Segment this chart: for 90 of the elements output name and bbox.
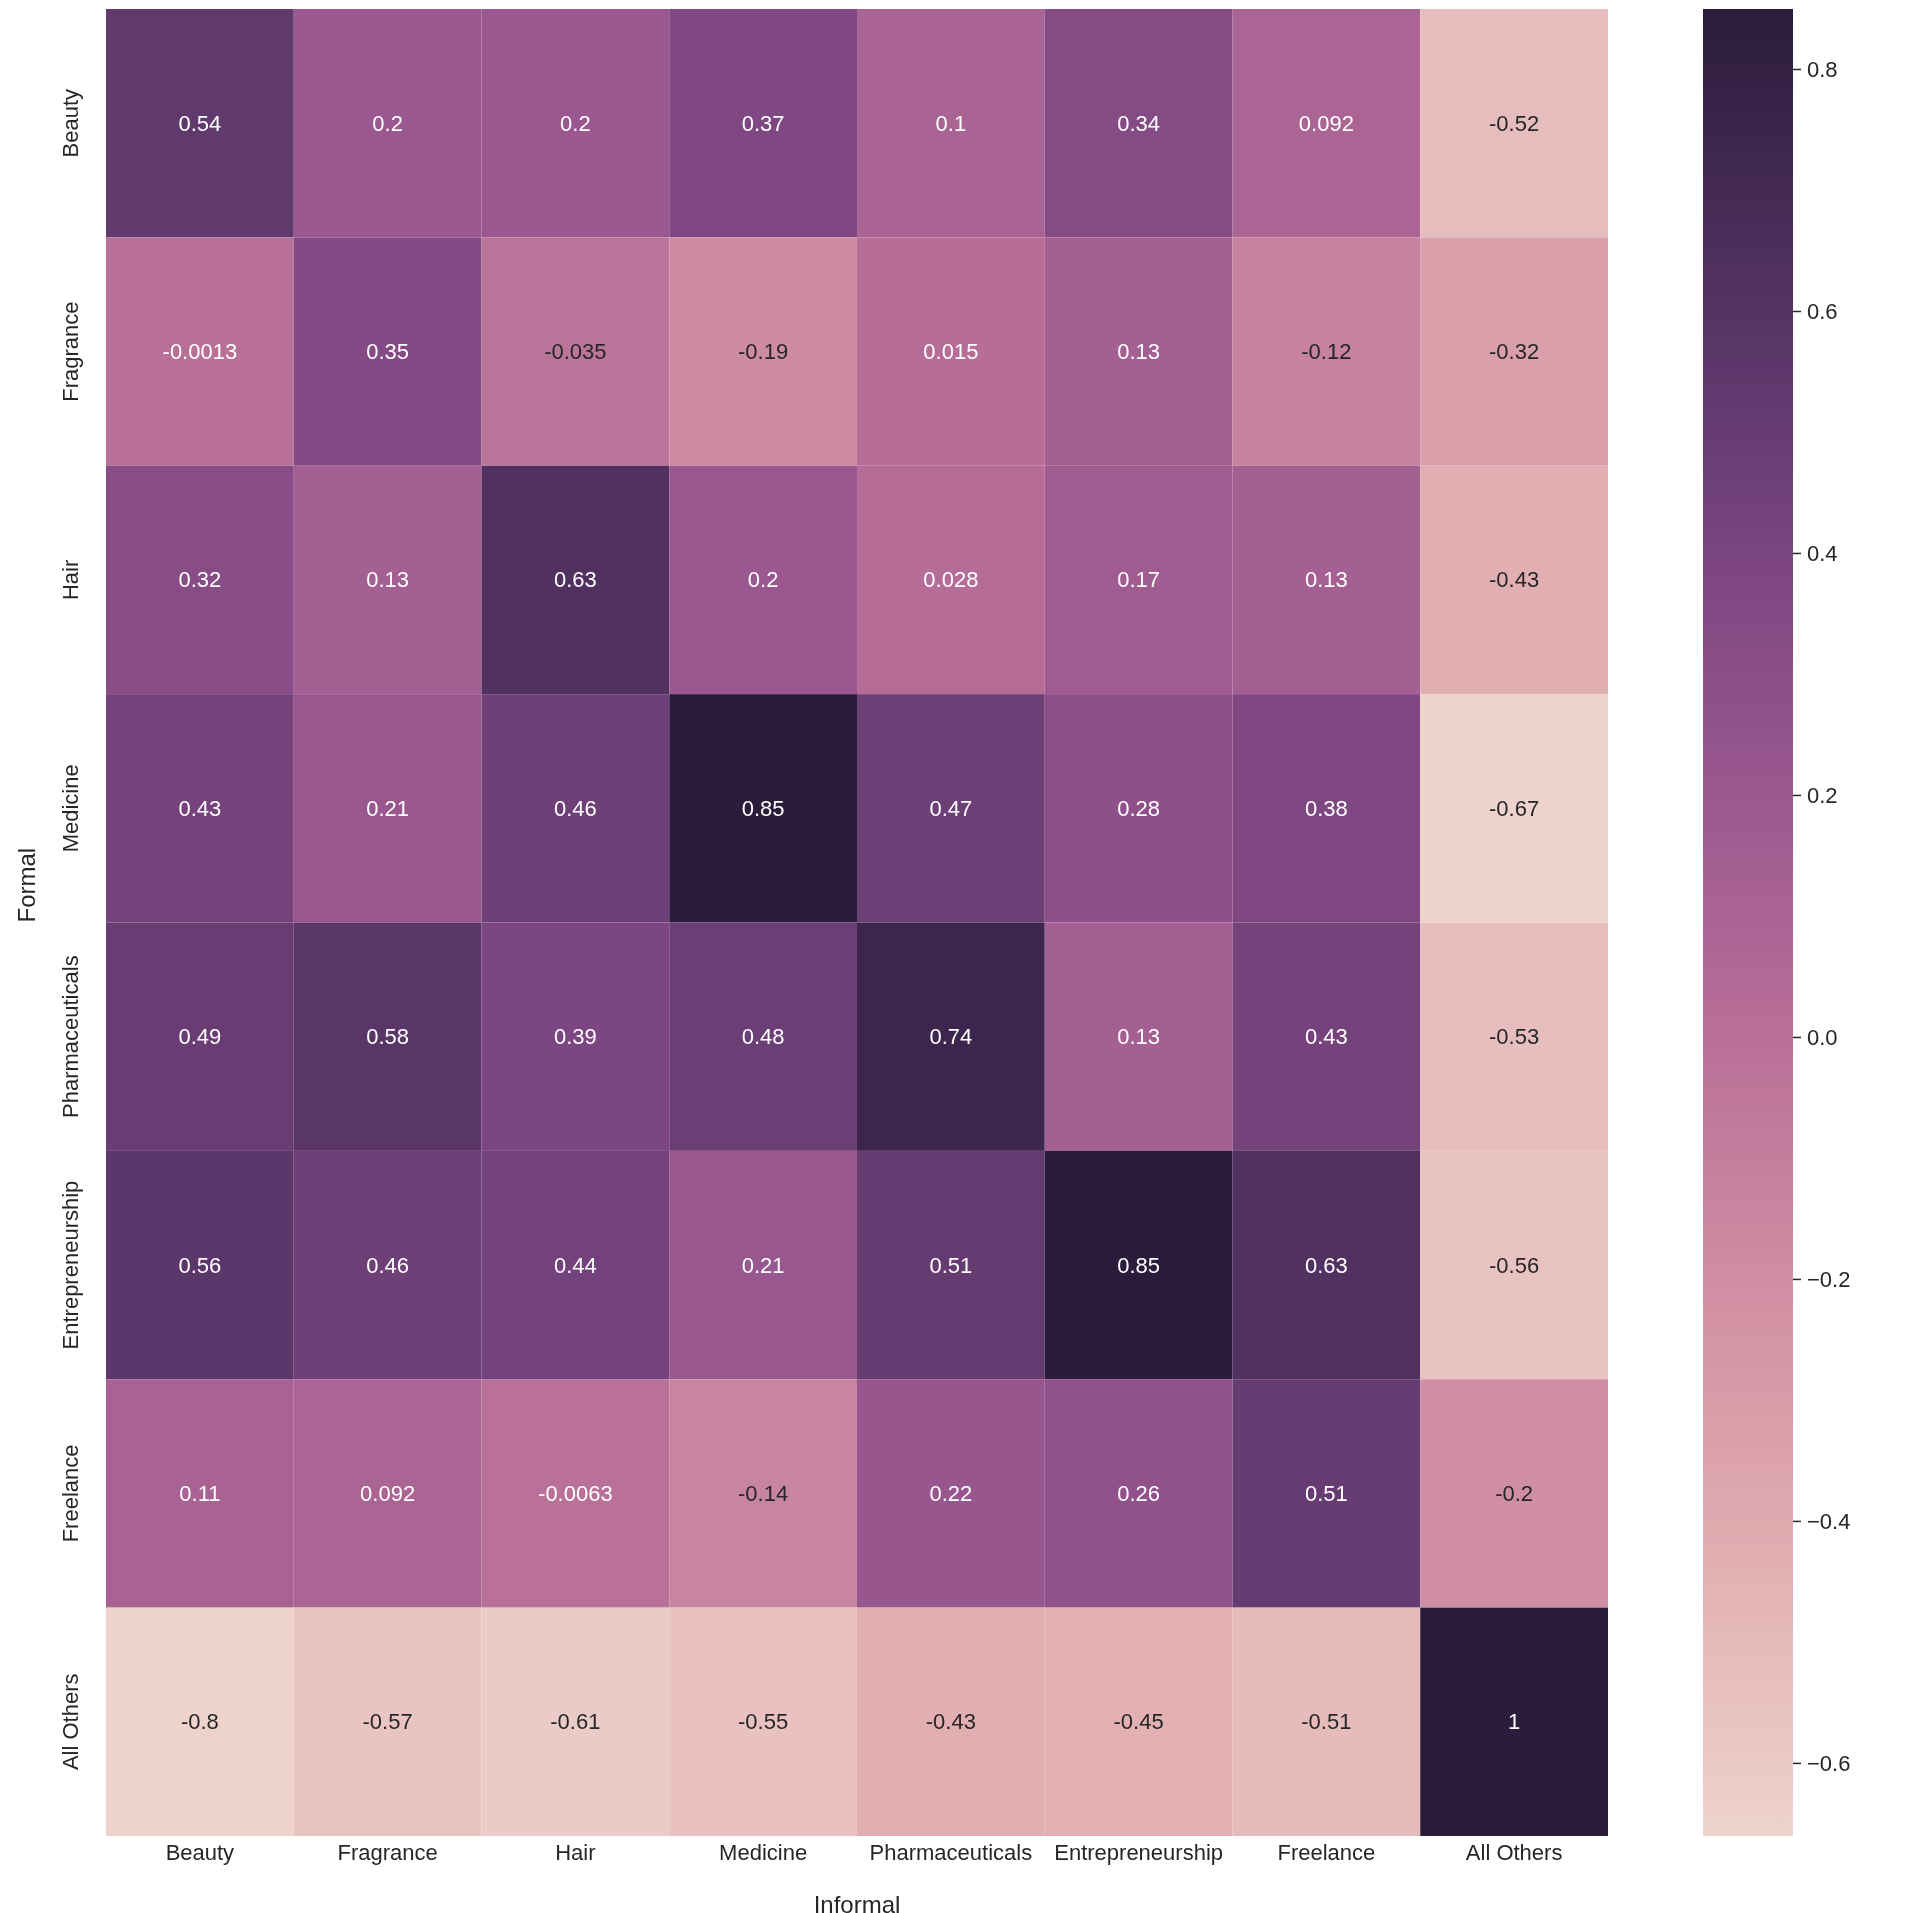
data-label: 0.63	[1304, 1252, 1348, 1278]
data-label: 0.43	[1304, 1024, 1348, 1050]
data-label: -0.14	[738, 1480, 789, 1506]
color-bar-label: 0.2	[1807, 782, 1838, 808]
data-label: -0.57	[362, 1709, 413, 1735]
data-label: -0.32	[1489, 339, 1540, 365]
data-label: 0.028	[923, 567, 979, 593]
data-label: 0.85	[741, 795, 785, 821]
data-label: -0.45	[1113, 1709, 1164, 1735]
data-label: -0.19	[738, 339, 789, 365]
color-bar-label: 0.6	[1807, 298, 1838, 324]
data-label: -0.43	[925, 1709, 976, 1735]
data-label: -0.035	[544, 339, 607, 365]
x-axis-title: Informal	[813, 1891, 901, 1913]
x-tick-label: Entrepreneurship	[1054, 1839, 1224, 1865]
data-label: 0.37	[741, 110, 785, 136]
data-label: -0.51	[1301, 1709, 1352, 1735]
y-tick-label: Pharmaceuticals	[58, 955, 83, 1119]
data-label: -0.52	[1489, 110, 1540, 136]
color-bar-label: −0.6	[1807, 1750, 1851, 1776]
data-label: 0.13	[1117, 339, 1161, 365]
data-label: 0.13	[366, 567, 410, 593]
data-label: 0.2	[747, 567, 779, 593]
data-label: 0.38	[1304, 795, 1348, 821]
data-label: -0.61	[550, 1709, 601, 1735]
color-bar-label: −0.4	[1807, 1508, 1851, 1534]
data-label: 0.54	[178, 110, 222, 136]
data-label: 1	[1508, 1709, 1521, 1735]
x-tick-label: Beauty	[165, 1839, 235, 1865]
y-axis-title: Formal	[12, 847, 40, 923]
y-tick-label: Medicine	[58, 764, 83, 853]
data-label: 0.092	[360, 1480, 416, 1506]
data-label: -0.2	[1495, 1480, 1534, 1506]
data-label: -0.55	[738, 1709, 789, 1735]
data-label: 0.85	[1117, 1252, 1161, 1278]
data-label: 0.34	[1117, 110, 1161, 136]
data-label: 0.21	[741, 1252, 785, 1278]
data-label: -0.56	[1489, 1252, 1540, 1278]
data-label: -0.0063	[538, 1480, 613, 1506]
data-label: 0.63	[553, 567, 597, 593]
data-label: 0.092	[1298, 110, 1354, 136]
data-label: 0.26	[1117, 1480, 1161, 1506]
x-tick-label: Hair	[555, 1839, 596, 1865]
x-tick-label: All Others	[1465, 1839, 1563, 1865]
data-label: 0.2	[560, 110, 591, 136]
y-tick-label: All Others	[58, 1673, 83, 1771]
data-label: 0.58	[366, 1024, 410, 1050]
data-label: 0.35	[366, 339, 410, 365]
data-label: -0.0013	[162, 339, 238, 365]
y-tick-label: Fragrance	[58, 301, 83, 402]
data-label: 0.28	[1117, 795, 1161, 821]
data-label: 0.43	[178, 795, 222, 821]
x-tick-label: Fragrance	[337, 1839, 438, 1865]
data-label: 0.32	[178, 567, 222, 593]
x-tick-label: Pharmaceuticals	[869, 1839, 1033, 1865]
x-tick-label: Freelance	[1277, 1839, 1376, 1865]
x-tick-label: Medicine	[719, 1839, 808, 1865]
data-label: 0.49	[178, 1024, 222, 1050]
data-label: 0.44	[553, 1252, 597, 1278]
data-label: 0.13	[1304, 567, 1348, 593]
data-label: 0.46	[366, 1252, 410, 1278]
data-label: 0.17	[1117, 567, 1161, 593]
color-bar-label: 0.0	[1807, 1024, 1838, 1050]
data-label: -0.67	[1489, 795, 1540, 821]
y-tick-label: Entrepreneurship	[58, 1180, 83, 1350]
data-label: 0.48	[741, 1024, 785, 1050]
data-label: 0.46	[553, 795, 597, 821]
color-bar-label: 0.8	[1807, 57, 1838, 82]
data-label: -0.12	[1301, 339, 1352, 365]
data-label: 0.21	[366, 795, 410, 821]
y-tick-label: Hair	[58, 559, 83, 601]
data-label: 0.51	[929, 1252, 973, 1278]
data-label: 0.56	[178, 1252, 222, 1278]
data-label: 0.47	[929, 795, 973, 821]
data-label: 0.11	[179, 1480, 221, 1506]
data-label: -0.43	[1489, 567, 1540, 593]
data-label: 0.51	[1304, 1480, 1348, 1506]
color-bar-label: −0.2	[1807, 1266, 1851, 1292]
data-label: 0.015	[923, 339, 979, 365]
data-label: 0.13	[1117, 1024, 1161, 1050]
data-label: 0.74	[929, 1024, 973, 1050]
data-label: 0.1	[935, 110, 967, 136]
data-label: 0.22	[929, 1480, 973, 1506]
data-label: 0.2	[372, 110, 403, 136]
data-label: -0.53	[1489, 1024, 1540, 1050]
y-tick-label: Freelance	[58, 1444, 83, 1543]
data-label: -0.8	[180, 1709, 219, 1735]
color-bar-label: 0.4	[1807, 540, 1838, 566]
data-label: 0.39	[553, 1024, 597, 1050]
y-tick-label: Beauty	[58, 88, 83, 158]
